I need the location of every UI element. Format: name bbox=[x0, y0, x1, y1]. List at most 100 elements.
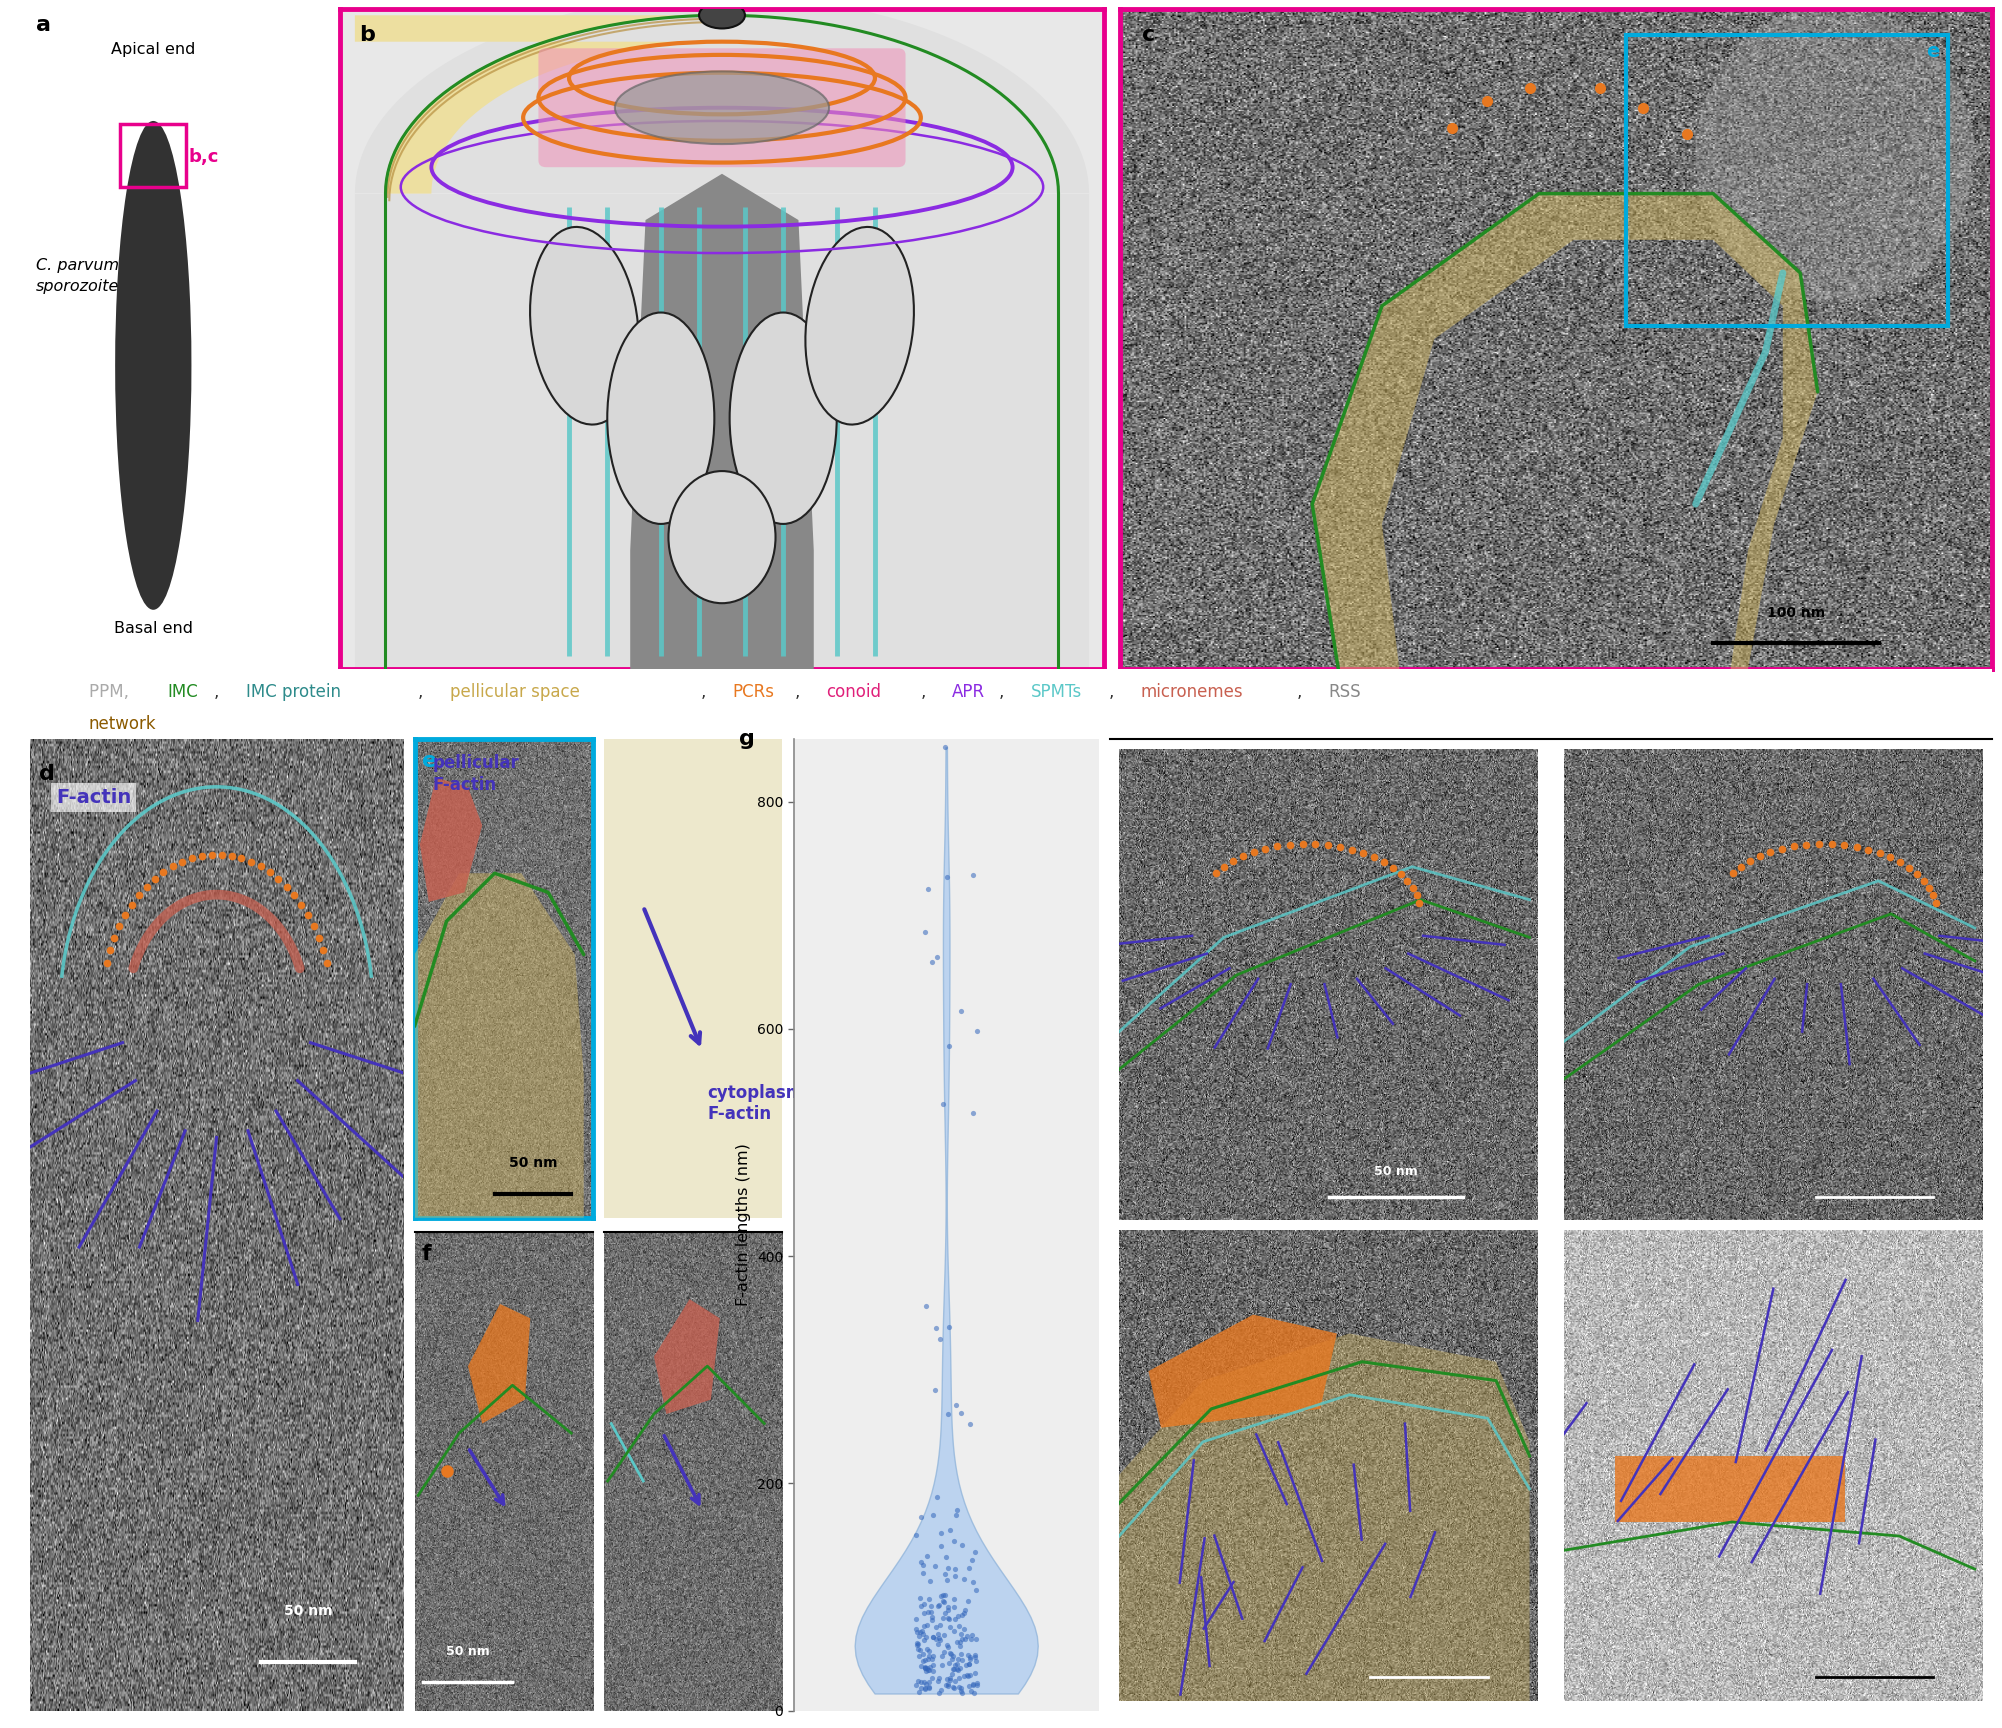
Point bbox=[945, 1633, 977, 1661]
Point bbox=[913, 1673, 945, 1700]
Point bbox=[917, 1623, 949, 1650]
Point bbox=[945, 1531, 977, 1559]
Point bbox=[929, 1671, 961, 1699]
Text: b,c: b,c bbox=[188, 149, 218, 166]
Point bbox=[931, 1400, 963, 1427]
Ellipse shape bbox=[615, 71, 829, 143]
Point bbox=[915, 1654, 947, 1681]
Point bbox=[903, 1619, 935, 1647]
Point bbox=[939, 1668, 971, 1695]
Point bbox=[909, 1654, 941, 1681]
Point bbox=[937, 1673, 969, 1700]
Text: Apical end: Apical end bbox=[110, 41, 196, 57]
Point bbox=[937, 1593, 969, 1621]
Point bbox=[953, 1642, 985, 1669]
Point bbox=[931, 1631, 963, 1659]
Point bbox=[943, 1655, 975, 1683]
Text: PCRs: PCRs bbox=[733, 683, 775, 700]
Point bbox=[949, 1566, 981, 1593]
Point bbox=[953, 1662, 985, 1690]
Point bbox=[935, 1645, 967, 1673]
Point bbox=[931, 1671, 963, 1699]
Point bbox=[941, 1496, 973, 1524]
Point bbox=[931, 1543, 963, 1571]
Point bbox=[909, 1668, 941, 1695]
Text: a: a bbox=[36, 16, 50, 35]
Point bbox=[901, 1605, 933, 1633]
Point bbox=[905, 1674, 937, 1702]
Point bbox=[943, 1612, 975, 1640]
Ellipse shape bbox=[669, 472, 775, 603]
Point bbox=[943, 1664, 975, 1692]
Point bbox=[913, 874, 945, 902]
Point bbox=[925, 1581, 957, 1609]
Point bbox=[945, 1621, 977, 1649]
Point bbox=[929, 1581, 961, 1609]
Point bbox=[935, 1666, 967, 1693]
Point bbox=[953, 1588, 985, 1616]
Point bbox=[939, 1555, 971, 1583]
Point bbox=[911, 1635, 943, 1662]
Point bbox=[939, 1391, 971, 1419]
Point bbox=[913, 1598, 945, 1626]
Point bbox=[961, 1016, 993, 1044]
Point bbox=[957, 861, 989, 888]
Point bbox=[931, 864, 963, 892]
Point bbox=[917, 1652, 949, 1680]
Bar bbox=[120, 124, 186, 187]
Polygon shape bbox=[414, 873, 585, 1218]
Point bbox=[953, 1645, 985, 1673]
Point bbox=[943, 1673, 975, 1700]
Text: g: g bbox=[739, 729, 755, 750]
Point bbox=[913, 1669, 945, 1697]
Point bbox=[909, 1600, 941, 1628]
Point bbox=[933, 1614, 965, 1642]
Point bbox=[927, 1581, 959, 1609]
Point bbox=[923, 1630, 955, 1657]
Point bbox=[919, 1375, 951, 1403]
Polygon shape bbox=[631, 175, 813, 669]
Point bbox=[953, 1661, 985, 1688]
Point bbox=[959, 1624, 991, 1652]
Point bbox=[927, 1621, 959, 1649]
Text: pellicular
F-actin: pellicular F-actin bbox=[432, 753, 519, 793]
Point bbox=[929, 1588, 961, 1616]
Text: 50 nm: 50 nm bbox=[284, 1604, 332, 1619]
Polygon shape bbox=[354, 0, 1089, 669]
Point bbox=[947, 1602, 979, 1630]
Point bbox=[927, 1605, 959, 1633]
Point bbox=[909, 1676, 941, 1704]
Point bbox=[933, 1313, 965, 1341]
Text: IMC protein: IMC protein bbox=[246, 683, 340, 700]
Point bbox=[913, 1567, 945, 1595]
Point bbox=[917, 1502, 949, 1529]
Point bbox=[953, 1650, 985, 1678]
Point bbox=[941, 1650, 973, 1678]
Point bbox=[953, 1410, 985, 1438]
Point bbox=[911, 1624, 943, 1652]
Point bbox=[901, 1522, 933, 1550]
Point bbox=[947, 1647, 979, 1674]
Point bbox=[905, 1503, 937, 1531]
Point bbox=[915, 1664, 947, 1692]
Point bbox=[909, 1654, 941, 1681]
Point bbox=[905, 1652, 937, 1680]
Point bbox=[955, 1678, 987, 1706]
Polygon shape bbox=[655, 1299, 721, 1414]
Point bbox=[913, 1636, 945, 1664]
Text: ,: , bbox=[418, 683, 428, 700]
Point bbox=[961, 1669, 993, 1697]
Text: ,: , bbox=[701, 683, 711, 700]
Point bbox=[909, 1654, 941, 1681]
Point bbox=[947, 1680, 979, 1707]
Point bbox=[911, 1610, 943, 1638]
Point bbox=[933, 1032, 965, 1059]
Text: PPM,: PPM, bbox=[88, 683, 134, 700]
Point bbox=[915, 1605, 947, 1633]
Point bbox=[901, 1616, 933, 1643]
Point bbox=[907, 1619, 939, 1647]
Point bbox=[925, 1519, 957, 1547]
Ellipse shape bbox=[699, 2, 745, 28]
Ellipse shape bbox=[729, 313, 837, 524]
Point bbox=[955, 1621, 987, 1649]
